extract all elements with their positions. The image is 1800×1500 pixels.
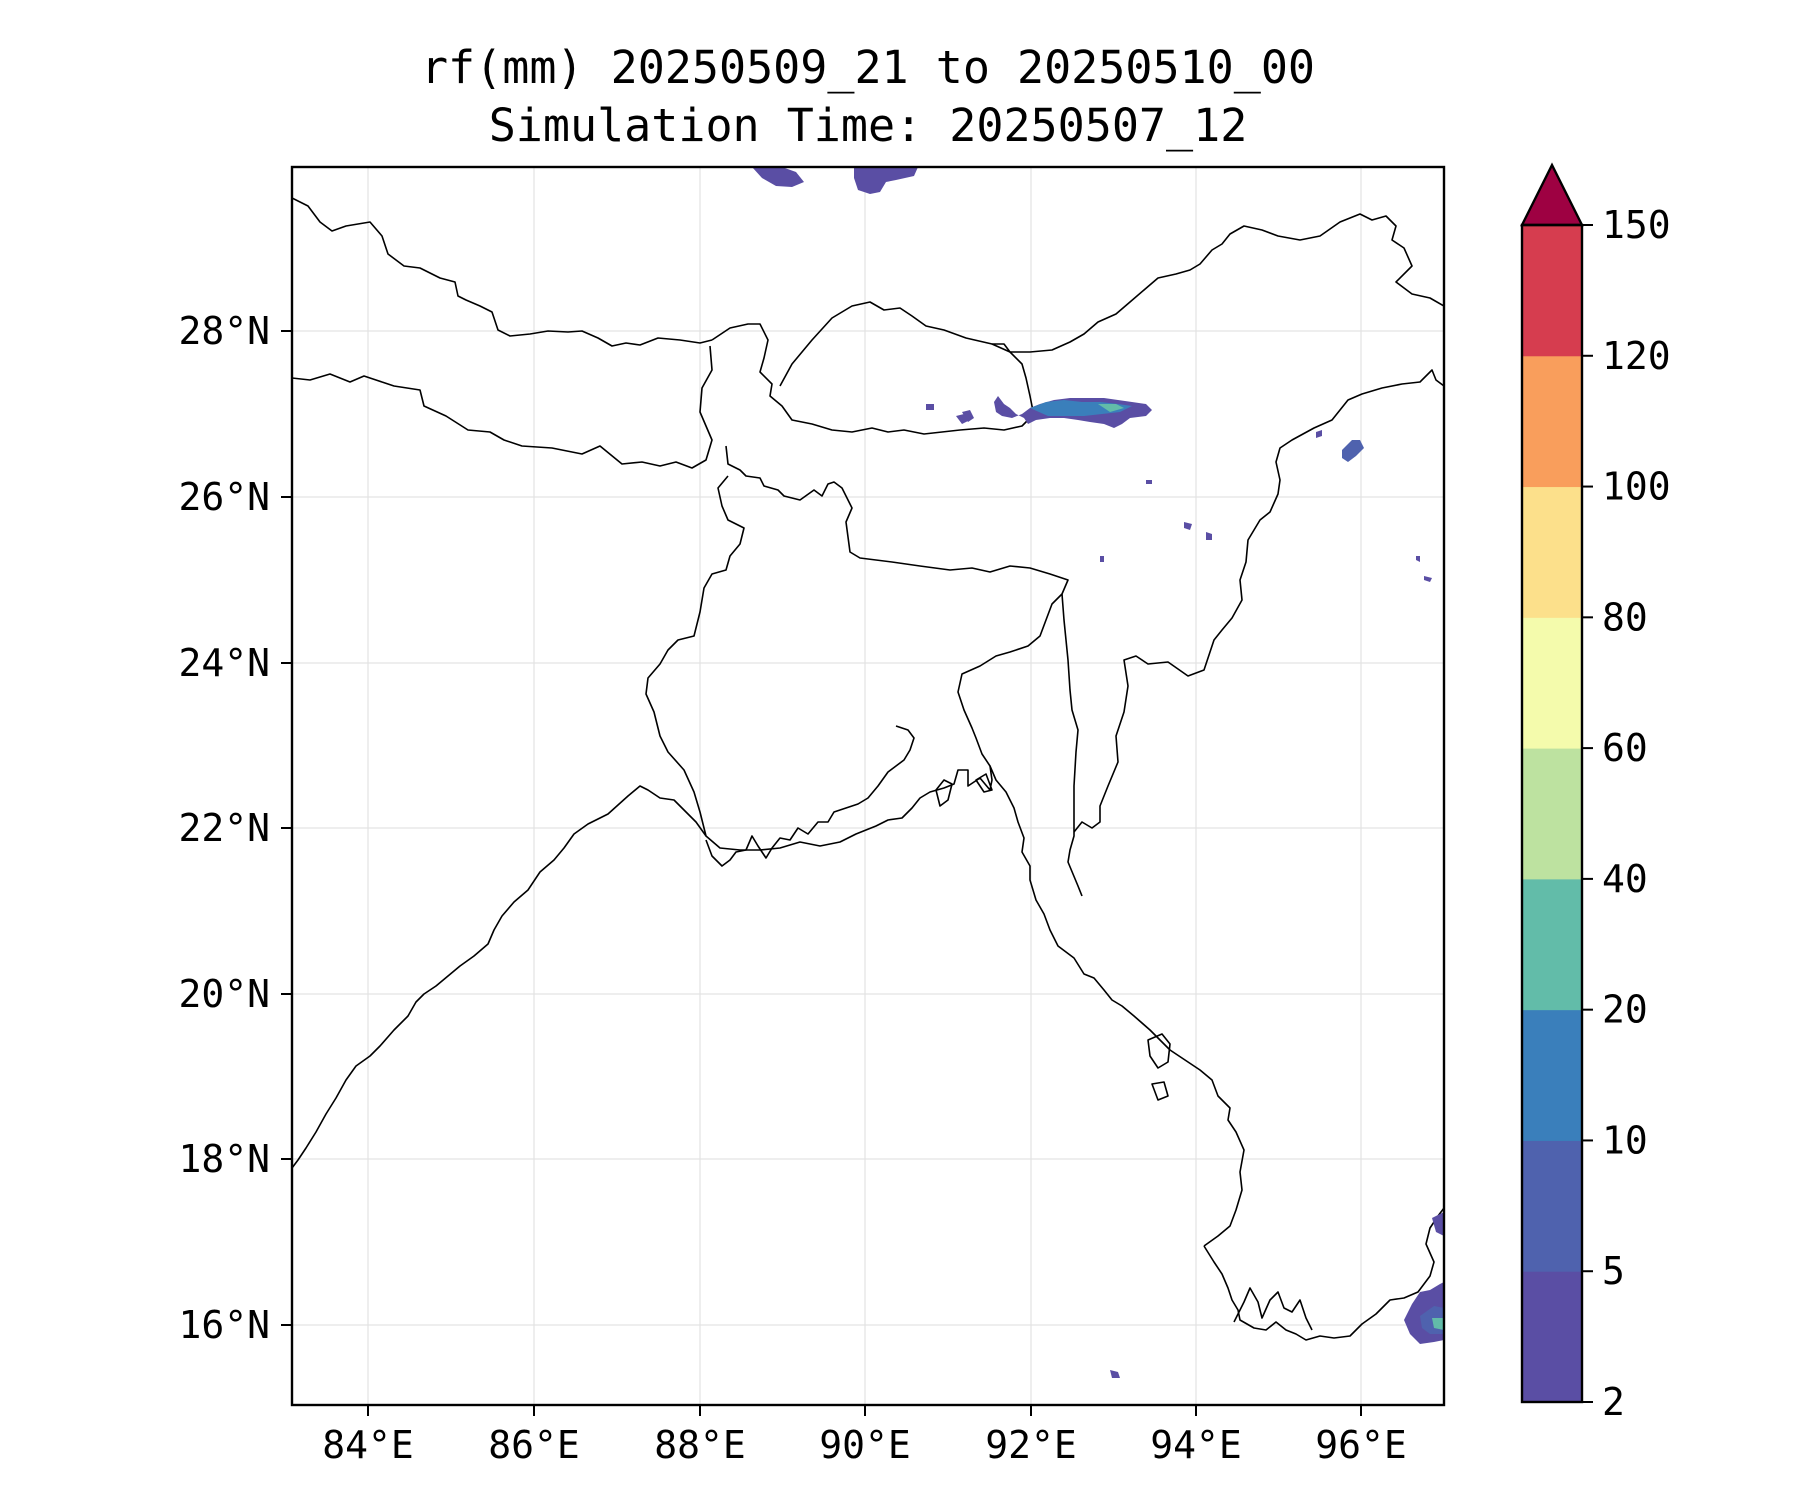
- island-ramree: [1147, 1033, 1171, 1069]
- chart-title-line-2: Simulation Time: 20250507_12: [489, 99, 1248, 152]
- colorbar-segment: [1522, 748, 1582, 880]
- lat-tick-label: 28°N: [178, 309, 270, 353]
- delta-detail: [1233, 1287, 1313, 1331]
- lon-tick-label: 88°E: [654, 1423, 746, 1467]
- colorbar-segment: [1522, 1140, 1582, 1272]
- precip-cell-small-6: [1416, 556, 1420, 562]
- precip-cell-small-4: [1146, 480, 1152, 484]
- arunachal-china-border: [991, 213, 1444, 353]
- precip-cell-small-8: [1110, 1370, 1120, 1378]
- lon-tick-label: 92°E: [985, 1423, 1077, 1467]
- bhutan-north: [779, 301, 1035, 417]
- lon-tick-label: 90°E: [819, 1423, 911, 1467]
- lat-tick-label: 22°N: [178, 806, 270, 850]
- map-background: [292, 167, 1444, 1405]
- colorbar-tick-label: 100: [1602, 465, 1671, 509]
- colorbar-segment: [1522, 355, 1582, 488]
- colorbar: 2 5 10 20 40 60 80 100 120 150: [1520, 162, 1671, 1424]
- colorbar-segment: [1522, 486, 1582, 618]
- island-sandwip: [935, 779, 953, 807]
- colorbar-tick-label: 2: [1602, 1380, 1625, 1424]
- colorbar-frame: [1520, 223, 1584, 1404]
- colorbar-tick-label: 20: [1602, 988, 1648, 1032]
- sundarbans-detail: [705, 725, 915, 867]
- colorbar-tick-label: 10: [1602, 1118, 1648, 1162]
- map-gridlines: [292, 167, 1444, 1405]
- nepal-india-border: [292, 345, 713, 469]
- chittagong-coast: [989, 765, 1245, 1247]
- colorbar-extend-arrow: [1520, 162, 1584, 227]
- lat-tick-label: 20°N: [178, 972, 270, 1016]
- island-cheduba: [1151, 1081, 1169, 1101]
- lat-tick-label: 26°N: [178, 475, 270, 519]
- country-boundaries: [292, 197, 1444, 1341]
- lat-tick-label: 16°N: [178, 1303, 270, 1347]
- colorbar-tick-label: 60: [1602, 726, 1648, 770]
- precip-cell-assam-peak: [1098, 404, 1124, 412]
- nepal-china-border: [292, 197, 713, 347]
- precip-cell-assam-small2: [926, 404, 934, 410]
- lon-tick-label: 84°E: [322, 1423, 414, 1467]
- colorbar-segment: [1522, 1271, 1582, 1403]
- lat-tick-label: 24°N: [178, 641, 270, 685]
- colorbar-tick-label: 150: [1602, 203, 1671, 247]
- precip-cell-small-9: [1432, 1212, 1444, 1236]
- lon-tick-label: 96°E: [1315, 1423, 1407, 1467]
- colorbar-segment: [1522, 617, 1582, 749]
- map-panel: 84°E 86°E 88°E 90°E 92°E 94°E 96°E 28°N …: [178, 165, 1446, 1467]
- india-east-coast: [292, 785, 707, 1169]
- precip-cell-small-3: [1206, 532, 1212, 540]
- precipitation-cells: [752, 167, 1444, 1378]
- bhutan-border: [711, 323, 1031, 435]
- island-north: [975, 773, 993, 793]
- colorbar-tick-label: 120: [1602, 334, 1671, 378]
- lon-tick-label: 94°E: [1150, 1423, 1242, 1467]
- precip-cell-small-5: [1424, 576, 1432, 582]
- colorbar-segment: [1522, 1009, 1582, 1141]
- precip-cell-top-2: [854, 167, 918, 194]
- bangladesh-border: [645, 445, 1069, 851]
- precip-cell-small-1: [1316, 430, 1322, 438]
- lat-tick-label: 18°N: [178, 1137, 270, 1181]
- precip-cell-assam-small3: [956, 414, 970, 424]
- india-myanmar-border: [1073, 369, 1444, 833]
- precip-cell-small-2: [1184, 522, 1192, 530]
- longitude-tick-labels: 84°E 86°E 88°E 90°E 92°E 94°E 96°E: [322, 1423, 1407, 1467]
- precip-cell-top-1: [752, 167, 804, 187]
- precip-cell-arunachal-east: [1342, 440, 1364, 462]
- tripura-border: [1061, 593, 1083, 897]
- colorbar-segment: [1522, 878, 1582, 1011]
- map-frame: [290, 165, 1446, 1407]
- latitude-tick-labels: 28°N 26°N 24°N 22°N 20°N 18°N 16°N: [178, 309, 270, 1347]
- colorbar-tick-label: 40: [1602, 857, 1648, 901]
- precip-cell-martaban-peak: [1432, 1318, 1444, 1330]
- chart-title-line-1: rf(mm) 20250509_21 to 20250510_00: [421, 41, 1315, 94]
- map-tick-marks: [281, 330, 1362, 1416]
- myanmar-coast: [1203, 1207, 1444, 1341]
- colorbar-segment: [1522, 225, 1582, 357]
- colorbar-tick-label: 5: [1602, 1249, 1625, 1293]
- precip-cell-small-7: [1100, 556, 1104, 562]
- precip-cell-assam-small: [962, 410, 974, 422]
- lon-tick-label: 86°E: [488, 1423, 580, 1467]
- colorbar-tick-label: 80: [1602, 595, 1648, 639]
